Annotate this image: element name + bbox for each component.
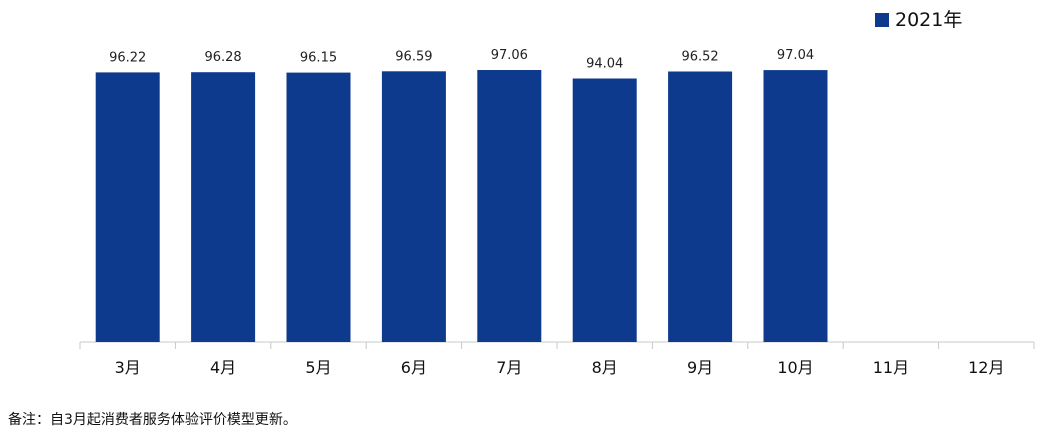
x-tick-label: 3月 — [115, 358, 141, 377]
bar-value-label: 97.04 — [777, 48, 814, 63]
x-tick-label: 6月 — [401, 358, 427, 377]
legend: 2021年 — [875, 8, 962, 32]
bar — [381, 71, 446, 343]
bar — [286, 72, 351, 342]
bar — [191, 72, 256, 342]
bar — [763, 70, 828, 342]
bar-value-label: 96.22 — [109, 50, 146, 65]
bar — [477, 70, 542, 342]
legend-label: 2021年 — [895, 9, 963, 31]
x-tick-label: 4月 — [210, 358, 236, 377]
bar-value-label: 96.28 — [204, 50, 241, 65]
x-tick-label: 10月 — [777, 358, 813, 377]
bar-value-label: 97.06 — [491, 48, 528, 63]
bar-value-label: 94.04 — [586, 57, 623, 72]
chart-footnote: 备注：自3月起消费者服务体验评价模型更新。 — [8, 412, 297, 428]
bar — [572, 78, 637, 342]
bar-value-label: 96.52 — [681, 50, 718, 65]
x-tick-label: 12月 — [968, 358, 1004, 377]
x-tick-label: 9月 — [687, 358, 713, 377]
x-tick-label: 5月 — [305, 358, 331, 377]
x-tick-label: 7月 — [496, 358, 522, 377]
x-tick-label: 8月 — [592, 358, 618, 377]
bar-value-label: 96.15 — [300, 51, 337, 66]
bar — [668, 71, 733, 342]
legend-swatch — [875, 13, 889, 27]
bar-value-label: 96.59 — [395, 49, 432, 64]
bar — [95, 72, 160, 343]
x-tick-label: 11月 — [873, 358, 909, 377]
